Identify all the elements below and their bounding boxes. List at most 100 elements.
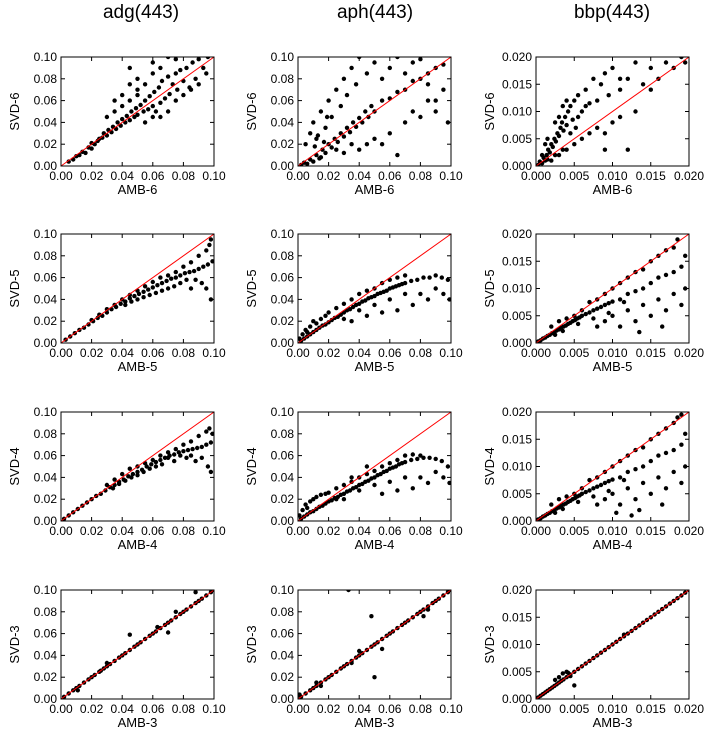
- y-tick-label: 0.005: [502, 487, 532, 501]
- data-point: [575, 499, 581, 505]
- data-point: [545, 136, 550, 141]
- data-point: [199, 280, 204, 286]
- data-point: [637, 507, 642, 513]
- y-axis-label: SVD-5: [482, 269, 497, 307]
- y-tick-label: 0.06: [34, 271, 58, 285]
- data-point: [83, 150, 88, 156]
- data-point: [207, 242, 212, 248]
- identity-line: [60, 589, 215, 700]
- y-axis-label: SVD-3: [482, 625, 497, 663]
- data-point: [349, 142, 354, 147]
- y-tick-label: 0.10: [271, 405, 295, 419]
- data-point: [587, 101, 592, 106]
- data-point: [549, 158, 554, 163]
- data-point: [410, 452, 415, 457]
- data-point: [547, 150, 552, 155]
- y-tick-label: 0.10: [271, 227, 295, 241]
- data-point: [544, 152, 549, 158]
- scatter-panel-5: 0.00 0.02 0.04 0.06 0.08 0.10 0.00 0.02 0.04 0.06…: [244, 227, 463, 374]
- data-point: [372, 468, 377, 474]
- data-point: [387, 461, 392, 466]
- y-tick-label: 0.000: [502, 336, 532, 350]
- data-point: [165, 74, 171, 79]
- data-point: [132, 293, 137, 299]
- data-point: [153, 109, 159, 114]
- x-tick-label: 0.005: [559, 169, 589, 183]
- data-point: [617, 297, 623, 302]
- data-point: [81, 325, 87, 330]
- y-tick-label: 0.00: [34, 159, 58, 173]
- data-point: [679, 480, 684, 486]
- data-point: [159, 78, 165, 84]
- data-point: [162, 455, 168, 460]
- data-point: [184, 455, 189, 460]
- data-point: [158, 457, 163, 463]
- data-point: [176, 450, 181, 455]
- data-point: [683, 431, 688, 436]
- data-point: [610, 65, 615, 71]
- data-point: [633, 467, 638, 472]
- data-point: [606, 310, 611, 316]
- data-point: [606, 301, 611, 306]
- data-point: [656, 475, 661, 480]
- data-point: [445, 464, 451, 469]
- data-point: [135, 87, 140, 92]
- data-point: [127, 292, 132, 298]
- data-point: [208, 469, 214, 475]
- data-point: [320, 147, 325, 152]
- data-point: [595, 306, 600, 311]
- data-point: [565, 670, 571, 675]
- y-tick-label: 0.015: [502, 432, 532, 446]
- data-point: [648, 87, 653, 92]
- data-point: [196, 433, 201, 439]
- data-point: [561, 128, 566, 133]
- data-point: [159, 288, 165, 293]
- data-point: [617, 87, 623, 92]
- data-point: [433, 98, 438, 103]
- data-point: [135, 92, 140, 98]
- x-tick-label: 0.04: [348, 169, 372, 183]
- data-point: [158, 453, 163, 458]
- x-tick-label: 0.020: [674, 524, 704, 538]
- y-tick-label: 0.06: [271, 449, 295, 463]
- data-point: [135, 297, 140, 302]
- data-point: [384, 468, 389, 474]
- y-axis-label: SVD-5: [244, 269, 259, 307]
- data-point: [363, 109, 368, 114]
- x-tick-label: 0.10: [439, 702, 463, 716]
- data-point: [387, 479, 392, 484]
- data-point: [410, 78, 415, 84]
- x-tick-label: 0.06: [378, 346, 402, 360]
- data-point: [112, 109, 117, 114]
- data-point: [648, 280, 653, 286]
- x-tick-label: 0.00: [286, 346, 310, 360]
- data-point: [172, 452, 177, 457]
- data-point: [326, 98, 331, 103]
- data-point: [349, 475, 354, 480]
- data-point: [150, 71, 155, 76]
- data-point: [334, 87, 339, 92]
- data-point: [610, 313, 615, 318]
- data-point: [552, 120, 558, 125]
- scatter-panel-8: 0.00 0.02 0.04 0.06 0.08 0.10 0.00 0.02 0.04 0.06…: [244, 405, 463, 552]
- data-point: [104, 482, 110, 488]
- data-point: [402, 71, 408, 76]
- data-point: [591, 494, 596, 499]
- data-point: [379, 646, 385, 652]
- data-point: [610, 120, 615, 125]
- data-point: [341, 491, 347, 496]
- data-point: [573, 125, 578, 130]
- data-point: [621, 299, 627, 305]
- data-point: [357, 147, 362, 152]
- data-point: [127, 82, 132, 87]
- data-point: [334, 486, 339, 491]
- identity-line: [535, 411, 690, 522]
- x-tick-label: 0.06: [141, 524, 165, 538]
- data-point: [633, 289, 638, 294]
- data-point: [104, 660, 110, 666]
- data-point: [575, 321, 581, 327]
- data-point: [587, 299, 592, 305]
- x-tick-label: 0.020: [674, 702, 704, 716]
- data-point: [169, 276, 174, 281]
- data-point: [303, 142, 308, 147]
